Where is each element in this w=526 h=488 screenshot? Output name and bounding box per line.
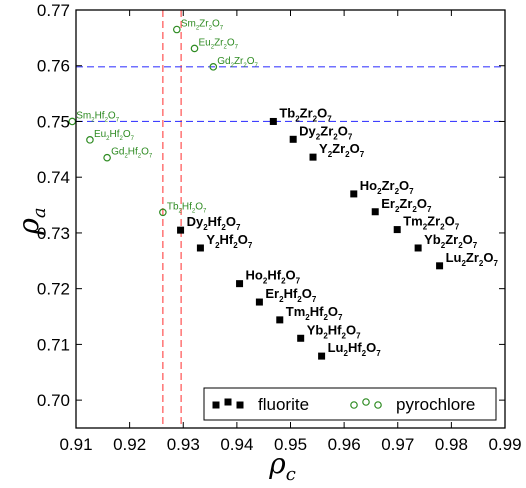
- axis-titles: ρc ρa: [12, 207, 296, 485]
- axis-ticks: [75, 9, 506, 428]
- marker-gdzr-pyrochlore: [209, 63, 218, 71]
- y-tick-label: 0.73: [37, 224, 70, 243]
- marker-smzr-pyrochlore: [173, 25, 181, 34]
- marker-tmzr-fluorite: [393, 226, 401, 234]
- x-tick-label: 0.93: [167, 435, 200, 454]
- label-euzr: Eu2Zr2O7: [199, 37, 239, 50]
- point-labels: Tb2Zr2O7Dy2Zr2O7Y2Zr2O7Ho2Zr2O7Er2Zr2O7T…: [76, 19, 498, 359]
- label-euhf: Eu2Hf2O7: [94, 129, 135, 142]
- marker-erzr-fluorite: [371, 208, 379, 216]
- label-yzr: Y2Zr2O7: [319, 141, 365, 159]
- y-tick-label: 0.70: [37, 391, 70, 410]
- marker-smhf-pyrochlore: [68, 117, 77, 126]
- x-tick-label: 0.95: [274, 435, 307, 454]
- label-hohf: Ho2Hf2O7: [246, 268, 301, 286]
- label-tmhf: Tm2Hf2O7: [286, 304, 343, 322]
- y-tick-label: 0.71: [37, 335, 70, 354]
- legend-marker-pyrochlore: [350, 401, 358, 409]
- plot-frame: [75, 9, 506, 429]
- label-erzr: Er2Zr2O7: [381, 196, 432, 214]
- legend-marker-fluorite: [224, 398, 232, 406]
- x-tick-label: 0.94: [220, 435, 253, 454]
- legend-marker-pyrochlore: [362, 398, 370, 406]
- x-tick-label: 0.91: [59, 435, 92, 454]
- y-tick-label: 0.77: [37, 1, 70, 20]
- marker-gdhf-pyrochlore: [103, 153, 111, 162]
- x-tick-label: 0.96: [328, 435, 361, 454]
- x-tick-label: 0.98: [435, 435, 468, 454]
- y-tick-label: 0.74: [37, 168, 70, 187]
- legend-label-fluorite: fluorite: [258, 395, 309, 414]
- legend: fluorite pyrochlore: [203, 387, 497, 421]
- data-markers: [68, 25, 444, 360]
- label-ybzr: Yb2Zr2O7: [424, 232, 478, 250]
- label-erhf: Er2Hf2O7: [265, 286, 316, 304]
- label-dyzr: Dy2Zr2O7: [299, 123, 353, 141]
- y-tick-label: 0.75: [37, 112, 70, 131]
- marker-dyzr-fluorite: [289, 135, 297, 143]
- marker-yhf-fluorite: [196, 244, 204, 252]
- label-tbhf: Tb2Hf2O7: [167, 201, 207, 214]
- label-gdhf: Gd2Hf2O7: [111, 147, 153, 160]
- marker-luzr-fluorite: [436, 262, 444, 270]
- label-tbzr: Tb2Zr2O7: [279, 105, 332, 123]
- marker-dyhf-fluorite: [177, 226, 185, 234]
- marker-hohf-fluorite: [236, 280, 244, 288]
- legend-marker-pyrochlore: [374, 401, 382, 409]
- label-dyhf: Dy2Hf2O7: [187, 214, 241, 232]
- marker-euzr-pyrochlore: [190, 44, 199, 53]
- legend-marker-fluorite: [212, 401, 220, 409]
- y-axis-title: ρa: [12, 207, 50, 235]
- marker-euhf-pyrochlore: [86, 136, 94, 144]
- label-hozr: Ho2Zr2O7: [360, 178, 414, 196]
- x-axis-title: ρc: [268, 447, 296, 485]
- marker-yzr-fluorite: [309, 153, 317, 161]
- label-luhf: Lu2Hf2O7: [328, 340, 382, 358]
- marker-hozr-fluorite: [350, 190, 358, 198]
- marker-tbzr-fluorite: [269, 117, 277, 125]
- marker-tbhf-pyrochlore: [159, 208, 167, 217]
- label-yhf: Y2Hf2O7: [206, 232, 252, 250]
- tick-labels: 0.91 0.92 0.93 0.94 0.95 0.96 0.97 0.98 0.99 0.70…: [37, 1, 522, 454]
- y-tick-label: 0.76: [37, 57, 70, 76]
- label-luzr: Lu2Zr2O7: [446, 250, 499, 268]
- legend-marker-fluorite: [236, 401, 244, 409]
- marker-luhf-fluorite: [318, 352, 326, 360]
- legend-label-pyrochlore: pyrochlore: [396, 395, 475, 414]
- x-tick-label: 0.92: [113, 435, 146, 454]
- x-tick-label: 0.97: [381, 435, 414, 454]
- label-ybhf: Yb2Hf2O7: [307, 322, 361, 340]
- label-gdzr: Gd2Zr2O7: [217, 56, 258, 69]
- x-tick-label: 0.99: [488, 435, 521, 454]
- marker-ybhf-fluorite: [297, 334, 305, 342]
- legend-box: [203, 387, 497, 421]
- label-smzr: Sm2Zr2O7: [181, 19, 224, 32]
- label-tmzr: Tm2Zr2O7: [403, 214, 460, 232]
- marker-erhf-fluorite: [255, 298, 263, 306]
- marker-tmhf-fluorite: [276, 316, 284, 324]
- label-smhf: Sm2Hf2O7: [76, 110, 119, 123]
- y-tick-label: 0.72: [37, 280, 70, 299]
- marker-ybzr-fluorite: [414, 244, 422, 252]
- reference-lines: [76, 10, 505, 428]
